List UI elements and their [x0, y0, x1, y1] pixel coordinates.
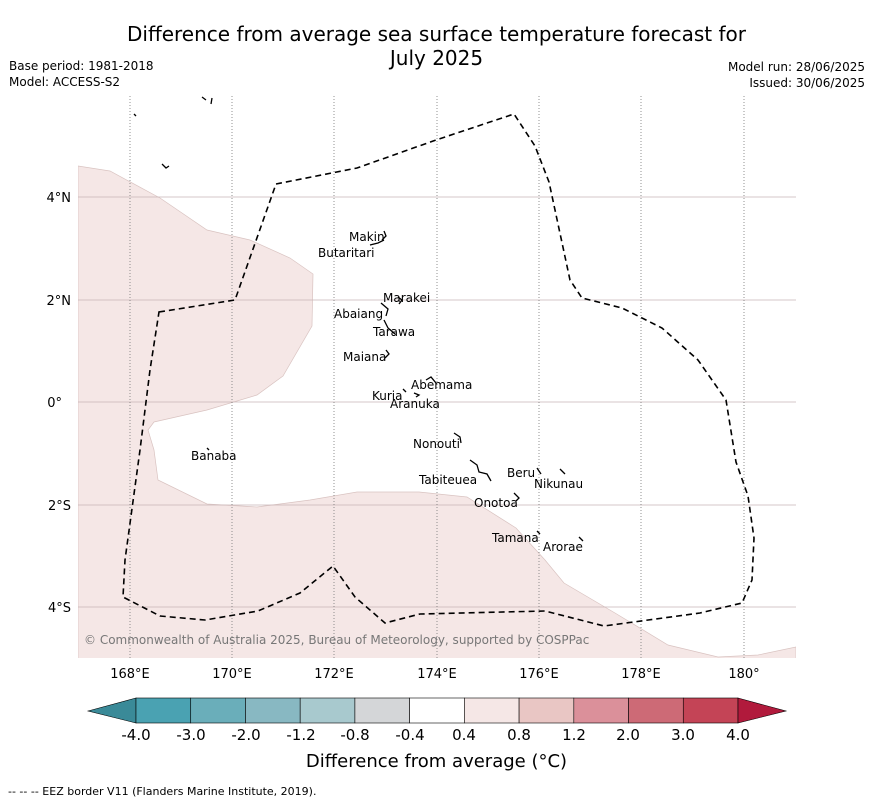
island-abaiang [380, 302, 389, 317]
cb-tick-m04: -0.4 [395, 726, 424, 744]
base-period: Base period: 1981-2018 [9, 59, 154, 73]
title-line-2: July 2025 [389, 46, 484, 70]
eez-border [122, 113, 755, 627]
island-marakei [397, 296, 403, 305]
island-arorae [578, 536, 584, 542]
lat-label-4n: 4°N [47, 191, 72, 206]
label-arorae: Arorae [543, 540, 583, 554]
colorbar-cell [573, 697, 629, 724]
island-nonouti [453, 432, 462, 444]
colorbar-title: Difference from average (°C) [305, 751, 568, 772]
cb-tick-p2: 2.0 [616, 726, 640, 744]
colorbar-arrow-high [737, 697, 788, 724]
island-butaritari [369, 239, 385, 246]
colorbar-cell [190, 697, 246, 724]
meta-left: Base period: 1981-2018 Model: ACCESS-S2 [9, 58, 154, 90]
lon-label-172e: 172°E [314, 667, 354, 682]
lon-label-178e: 178°E [621, 667, 661, 682]
lon-labels: 168°E 170°E 172°E 174°E 176°E 178°E 180° [110, 667, 759, 682]
label-onotoa: Onotoa [474, 496, 518, 510]
label-butaritari: Butaritari [318, 246, 375, 260]
chart-title: Difference from average sea surface temp… [0, 22, 873, 70]
label-marakei: Marakei [383, 291, 430, 305]
lat-label-2n: 2°N [47, 294, 72, 309]
lat-label-0: 0° [47, 396, 62, 411]
cb-tick-m4: -4.0 [121, 726, 150, 744]
lat-label-2s: 2°S [48, 499, 71, 514]
cb-tick-p3: 3.0 [671, 726, 695, 744]
cb-tick-m3: -3.0 [176, 726, 205, 744]
lat-label-4s: 4°S [48, 601, 71, 616]
cb-tick-p4: 4.0 [726, 726, 750, 744]
colorbar-cell [354, 697, 410, 724]
lon-label-176e: 176°E [519, 667, 559, 682]
island-north-2 [133, 113, 137, 117]
island-makin [381, 230, 387, 241]
label-tamana: Tamana [491, 531, 539, 545]
colorbar-cell [682, 697, 739, 724]
island-north-1 [201, 96, 213, 105]
island-maiana [384, 349, 390, 359]
meridians [129, 96, 745, 658]
copyright-text: © Commonwealth of Australia 2025, Bureau… [84, 633, 589, 647]
colorbar-cell [299, 697, 356, 724]
colorbar-cell [464, 697, 520, 724]
title-line-1: Difference from average sea surface temp… [126, 22, 746, 46]
colorbar-ticks: -4.0 -3.0 -2.0 -1.2 -0.8 -0.4 0.4 0.8 1.… [121, 726, 750, 744]
label-maiana: Maiana [343, 350, 386, 364]
island-nikunau [559, 468, 566, 475]
lon-label-174e: 174°E [417, 667, 457, 682]
island-kuria [402, 388, 407, 393]
lon-label-170e: 170°E [212, 667, 252, 682]
cb-tick-p08: 0.8 [507, 726, 531, 744]
label-abemama: Abemama [411, 378, 472, 392]
cb-tick-m2: -2.0 [231, 726, 260, 744]
label-banaba: Banaba [191, 449, 237, 463]
label-aranuka: Aranuka [390, 397, 440, 411]
label-beru: Beru [507, 466, 535, 480]
colorbar-arrow-low [86, 697, 137, 724]
lon-label-180: 180° [728, 667, 759, 682]
model-run: Model run: 28/06/2025 [727, 60, 865, 74]
lat-labels: 4°N 2°N 0° 2°S 4°S [47, 191, 72, 616]
model-name: Model: ACCESS-S2 [9, 75, 121, 89]
islands [133, 96, 584, 542]
island-abemama [425, 376, 437, 384]
label-tarawa: Tarawa [372, 325, 415, 339]
island-north-3 [161, 163, 170, 169]
colorbar-cell [518, 697, 575, 724]
cb-tick-m12: -1.2 [286, 726, 315, 744]
colorbar-cell [409, 697, 465, 724]
label-kuria: Kuria [372, 389, 403, 403]
label-abaiang: Abaiang [334, 307, 383, 321]
meta-right: Model run: 28/06/2025 Issued: 30/06/2025 [728, 59, 865, 91]
eez-footnote: -- -- -- EEZ border V11 (Flanders Marine… [8, 785, 317, 798]
label-nonouti: Nonouti [413, 437, 460, 451]
cb-tick-p04: 0.4 [452, 726, 476, 744]
colorbar-cell [245, 697, 301, 724]
island-tarawa [383, 319, 396, 335]
cb-tick-m08: -0.8 [340, 726, 369, 744]
island-labels: Makin Butaritari Marakei Abaiang Tarawa … [191, 230, 583, 554]
island-beru [536, 467, 542, 475]
cb-tick-p12: 1.2 [562, 726, 586, 744]
anomaly-region [78, 165, 796, 658]
island-onotoa [513, 492, 520, 502]
colorbar-cell [135, 697, 192, 724]
label-tabiteuea: Tabiteuea [418, 473, 477, 487]
lon-label-168e: 168°E [110, 667, 150, 682]
anomaly-fill-west [78, 165, 796, 658]
island-banaba [206, 447, 210, 451]
colorbar-cell [628, 697, 684, 724]
colorbar [86, 697, 788, 724]
label-makin: Makin [349, 230, 385, 244]
issued-date: Issued: 30/06/2025 [749, 76, 865, 90]
island-tamana [536, 530, 541, 535]
label-nikunau: Nikunau [534, 477, 583, 491]
island-aranuka [413, 392, 421, 398]
island-tabiteuea [469, 459, 492, 482]
